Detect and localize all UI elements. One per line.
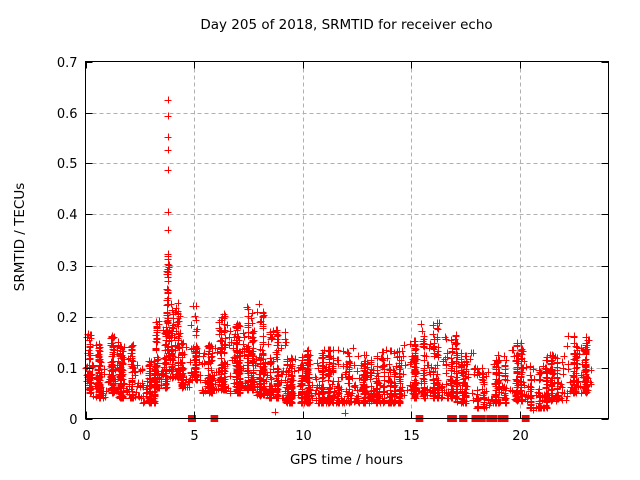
svg-text:0.5: 0.5 xyxy=(57,157,78,172)
svg-text:0.2: 0.2 xyxy=(57,311,78,326)
y-axis-label: SRMTID / TECUs xyxy=(12,182,28,292)
svg-text:5: 5 xyxy=(190,429,198,444)
svg-text:0.6: 0.6 xyxy=(57,107,78,122)
svg-text:0: 0 xyxy=(82,429,90,444)
svg-text:0.4: 0.4 xyxy=(57,208,78,223)
svg-text:20: 20 xyxy=(512,429,529,444)
svg-text:15: 15 xyxy=(403,429,420,444)
svg-text:0.3: 0.3 xyxy=(57,260,78,275)
chart-title: Day 205 of 2018, SRMTID for receiver ech… xyxy=(200,17,493,33)
svg-text:10: 10 xyxy=(295,429,312,444)
svg-text:0.7: 0.7 xyxy=(57,56,78,71)
x-axis-label: GPS time / hours xyxy=(289,452,404,468)
svg-text:0.1: 0.1 xyxy=(57,362,78,377)
svg-text:0: 0 xyxy=(69,413,77,428)
